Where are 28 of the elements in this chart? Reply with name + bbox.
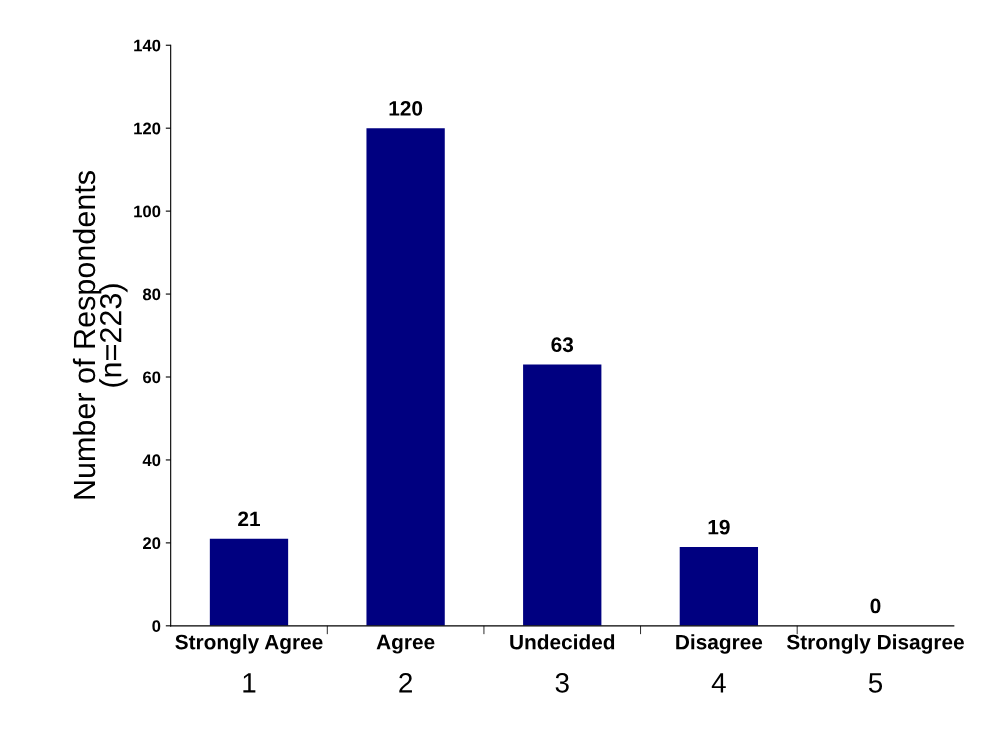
x-tick-label: Strongly Disagree xyxy=(786,634,964,654)
y-tick-label: 20 xyxy=(143,537,161,550)
bar xyxy=(679,547,759,626)
text: 4 xyxy=(711,673,726,693)
bar xyxy=(523,364,602,626)
text: 2 xyxy=(399,673,412,693)
bar xyxy=(209,538,289,626)
data-label: 63 xyxy=(551,337,574,353)
text: 3 xyxy=(555,673,569,693)
x-tick-label: Strongly Agree xyxy=(175,634,323,654)
y-tick-label: 60 xyxy=(143,371,161,384)
text: 5 xyxy=(868,673,883,693)
data-label: 120 xyxy=(389,100,423,116)
data-label: 19 xyxy=(708,519,730,535)
x-tick-label: Disagree xyxy=(676,634,763,654)
data-label: 0 xyxy=(870,598,881,614)
y-tick-label: 120 xyxy=(134,122,161,135)
y-axis-title: Number of Respondents (n=223) xyxy=(72,171,128,499)
y-tick-label: 100 xyxy=(134,205,161,218)
y-tick-label: 80 xyxy=(142,288,161,301)
y-tick-label: 40 xyxy=(142,454,161,467)
x-tick-label: Undecided xyxy=(510,634,615,650)
data-label: 21 xyxy=(238,511,260,527)
x-tick-label: Agree xyxy=(376,634,435,654)
text: 1 xyxy=(243,673,256,693)
y-tick-label: 0 xyxy=(152,620,161,633)
y-tick-label: 140 xyxy=(134,39,161,52)
bar xyxy=(366,128,445,626)
